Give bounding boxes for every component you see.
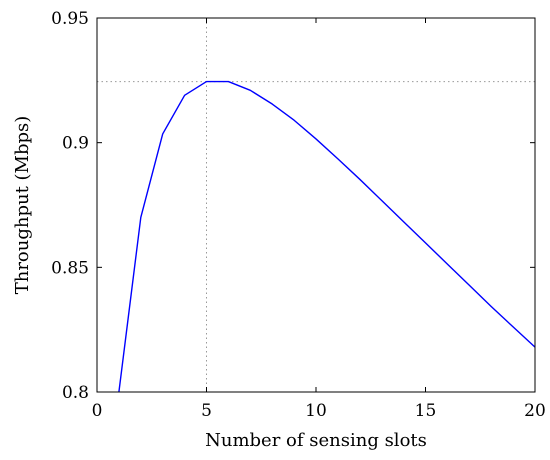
x-axis-label: Number of sensing slots [205, 430, 427, 451]
y-tick-label: 0.8 [62, 383, 89, 403]
axis-ticks [96, 17, 536, 393]
x-tick-label: 15 [415, 401, 437, 421]
plot-area [118, 80, 536, 393]
y-tick-label: 0.9 [62, 134, 89, 154]
x-tick-label: 20 [524, 401, 546, 421]
x-tick-labels: 0 5 10 15 20 [92, 401, 546, 421]
reference-lines [97, 18, 535, 392]
y-axis-label: Throughput (Mbps) [12, 116, 33, 295]
y-tick-label: 0.85 [51, 258, 89, 278]
x-tick-label: 0 [92, 401, 103, 421]
series-line-0 [118, 80, 536, 393]
x-tick-label: 10 [305, 401, 327, 421]
y-tick-labels: 0.8 0.85 0.9 0.95 [51, 9, 89, 403]
y-tick-label: 0.95 [51, 9, 89, 29]
x-tick-label: 5 [201, 401, 212, 421]
